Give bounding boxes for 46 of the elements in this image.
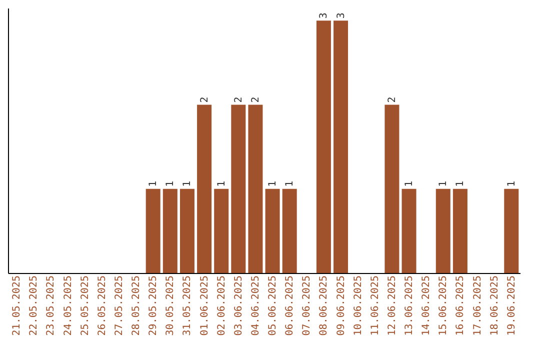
data-label: 1 — [284, 180, 296, 187]
x-tick-label: 06.06.2025 — [284, 276, 296, 336]
x-tick-label: 26.05.2025 — [96, 276, 108, 336]
x-tick-label: 09.06.2025 — [336, 276, 347, 336]
x-tick-label: 14.06.2025 — [421, 276, 432, 336]
x-tick-label: 31.05.2025 — [182, 276, 194, 336]
x-tick-label: 02.06.2025 — [216, 276, 228, 336]
x-tick-label: 15.06.2025 — [438, 276, 450, 336]
x-tick-label: 25.05.2025 — [80, 276, 91, 336]
data-label: 2 — [386, 96, 398, 103]
data-label: 1 — [216, 180, 228, 187]
data-label: 1 — [404, 180, 416, 187]
x-tick-label: 28.05.2025 — [131, 276, 142, 336]
x-tick-label: 04.06.2025 — [250, 276, 262, 336]
x-tick-label: 08.06.2025 — [318, 276, 330, 336]
x-tick-label: 30.05.2025 — [165, 276, 176, 336]
x-tick-label: 18.06.2025 — [489, 276, 500, 336]
x-tick-label: 16.06.2025 — [455, 276, 466, 336]
x-tick-label: 13.06.2025 — [404, 276, 416, 336]
x-tick-label: 11.06.2025 — [370, 276, 381, 336]
x-tick-label: 19.06.2025 — [506, 276, 518, 336]
x-tick-label: 10.06.2025 — [352, 276, 364, 336]
data-label: 1 — [438, 180, 450, 187]
data-label: 1 — [268, 180, 279, 187]
x-tick-label: 17.06.2025 — [472, 276, 484, 336]
x-tick-label: 01.06.2025 — [199, 276, 210, 336]
x-tick-label: 23.05.2025 — [46, 276, 57, 336]
x-tick-label: 21.05.2025 — [12, 276, 23, 336]
x-tick-label: 22.05.2025 — [28, 276, 40, 336]
data-label: 1 — [455, 180, 466, 187]
x-tick-label: 27.05.2025 — [114, 276, 125, 336]
x-tick-label: 29.05.2025 — [148, 276, 160, 336]
x-tick-label: 12.06.2025 — [386, 276, 398, 336]
x-tick-label: 03.06.2025 — [233, 276, 244, 336]
data-label: 3 — [318, 12, 330, 19]
data-label: 2 — [199, 96, 210, 103]
data-label: 1 — [165, 180, 176, 187]
data-label: 1 — [506, 180, 518, 187]
x-tick-label: 07.06.2025 — [302, 276, 313, 336]
data-label: 1 — [148, 180, 160, 187]
data-label: 3 — [336, 12, 347, 19]
x-tick-label: 24.05.2025 — [62, 276, 74, 336]
data-label: 2 — [250, 96, 262, 103]
data-label: 2 — [233, 96, 244, 103]
x-tick-label: 05.06.2025 — [268, 276, 279, 336]
data-label: 1 — [182, 180, 194, 187]
